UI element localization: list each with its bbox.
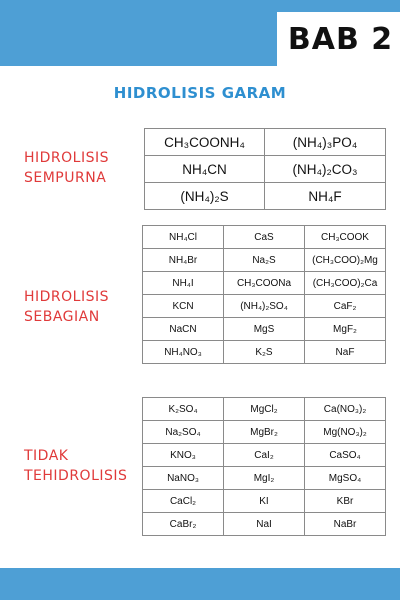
table-cell: CaS [223,225,305,249]
group-label-line: TIDAK [24,448,69,464]
table-cell: NH₄Br [142,248,224,272]
table-row: NaNO₃ MgI₂ MgSO₄ [142,466,386,490]
table-cell: NH₄F [264,182,386,210]
table-row: Na₂SO₄ MgBr₂ Mg(NO₃)₂ [142,420,386,444]
table-row: CH₃COONH₄ (NH₄)₃PO₄ [144,128,386,156]
table-cell: CaCl₂ [142,489,224,513]
table-cell: (NH₄)₂SO₄ [223,294,305,318]
table-row: NH₄I CH₃COONa (CH₃COO)₂Ca [142,271,386,295]
table-cell: NaBr [304,512,386,536]
table-cell: (CH₃COO)₂Ca [304,271,386,295]
table-cell: Ca(NO₃)₂ [304,397,386,421]
bottom-banner [0,568,400,600]
salt-table-sempurna: CH₃COONH₄ (NH₄)₃PO₄ NH₄CN (NH₄)₂CO₃ (NH₄… [144,128,386,210]
table-cell: Mg(NO₃)₂ [304,420,386,444]
table-cell: MgBr₂ [223,420,305,444]
table-cell: K₂SO₄ [142,397,224,421]
table-cell: CaI₂ [223,443,305,467]
group-label-tidak: TIDAK TEHIDROLISIS [24,446,127,486]
table-cell: (NH₄)₂CO₃ [264,155,386,183]
page-title: HIDROLISIS GARAM [113,84,287,102]
table-row: CaBr₂ NaI NaBr [142,512,386,536]
table-cell: NH₄Cl [142,225,224,249]
table-cell: NH₄CN [144,155,265,183]
table-row: NH₄NO₃ K₂S NaF [142,340,386,364]
salt-table-sebagian: NH₄Cl CaS CH₃COOK NH₄Br Na₂S (CH₃COO)₂Mg… [142,225,386,364]
group-label-sempurna: HIDROLISIS SEMPURNA [24,148,109,188]
table-row: CaCl₂ KI KBr [142,489,386,513]
table-row: NH₄Cl CaS CH₃COOK [142,225,386,249]
table-row: KNO₃ CaI₂ CaSO₄ [142,443,386,467]
table-row: NH₄CN (NH₄)₂CO₃ [144,155,386,183]
table-cell: NaNO₃ [142,466,224,490]
table-cell: CaSO₄ [304,443,386,467]
table-cell: CH₃COONa [223,271,305,295]
table-cell: KI [223,489,305,513]
table-cell: Na₂SO₄ [142,420,224,444]
table-cell: CH₃COOK [304,225,386,249]
table-cell: Na₂S [223,248,305,272]
table-cell: KCN [142,294,224,318]
group-label-line: SEMPURNA [24,170,107,186]
table-cell: NaI [223,512,305,536]
table-cell: MgCl₂ [223,397,305,421]
table-cell: CaBr₂ [142,512,224,536]
chapter-box: BAB 2 [277,12,400,66]
table-cell: KNO₃ [142,443,224,467]
table-row: NH₄Br Na₂S (CH₃COO)₂Mg [142,248,386,272]
table-cell: NaCN [142,317,224,341]
table-cell: NH₄NO₃ [142,340,224,364]
group-label-sebagian: HIDROLISIS SEBAGIAN [24,287,109,327]
chapter-label: BAB 2 [287,21,394,57]
table-cell: NH₄I [142,271,224,295]
table-cell: (NH₄)₂S [144,182,265,210]
table-cell: (CH₃COO)₂Mg [304,248,386,272]
table-cell: MgSO₄ [304,466,386,490]
table-row: KCN (NH₄)₂SO₄ CaF₂ [142,294,386,318]
table-cell: CaF₂ [304,294,386,318]
table-cell: MgF₂ [304,317,386,341]
table-cell: (NH₄)₃PO₄ [264,128,386,156]
table-row: NaCN MgS MgF₂ [142,317,386,341]
table-row: (NH₄)₂S NH₄F [144,182,386,210]
table-row: K₂SO₄ MgCl₂ Ca(NO₃)₂ [142,397,386,421]
table-cell: K₂S [223,340,305,364]
group-label-line: SEBAGIAN [24,309,100,325]
table-cell: NaF [304,340,386,364]
table-cell: CH₃COONH₄ [144,128,265,156]
group-label-line: HIDROLISIS [24,150,110,166]
table-cell: MgS [223,317,305,341]
group-label-line: TEHIDROLISIS [24,468,128,484]
table-cell: MgI₂ [223,466,305,490]
table-cell: KBr [304,489,386,513]
group-label-line: HIDROLISIS [24,289,110,305]
salt-table-tidak: K₂SO₄ MgCl₂ Ca(NO₃)₂ Na₂SO₄ MgBr₂ Mg(NO₃… [142,397,386,536]
